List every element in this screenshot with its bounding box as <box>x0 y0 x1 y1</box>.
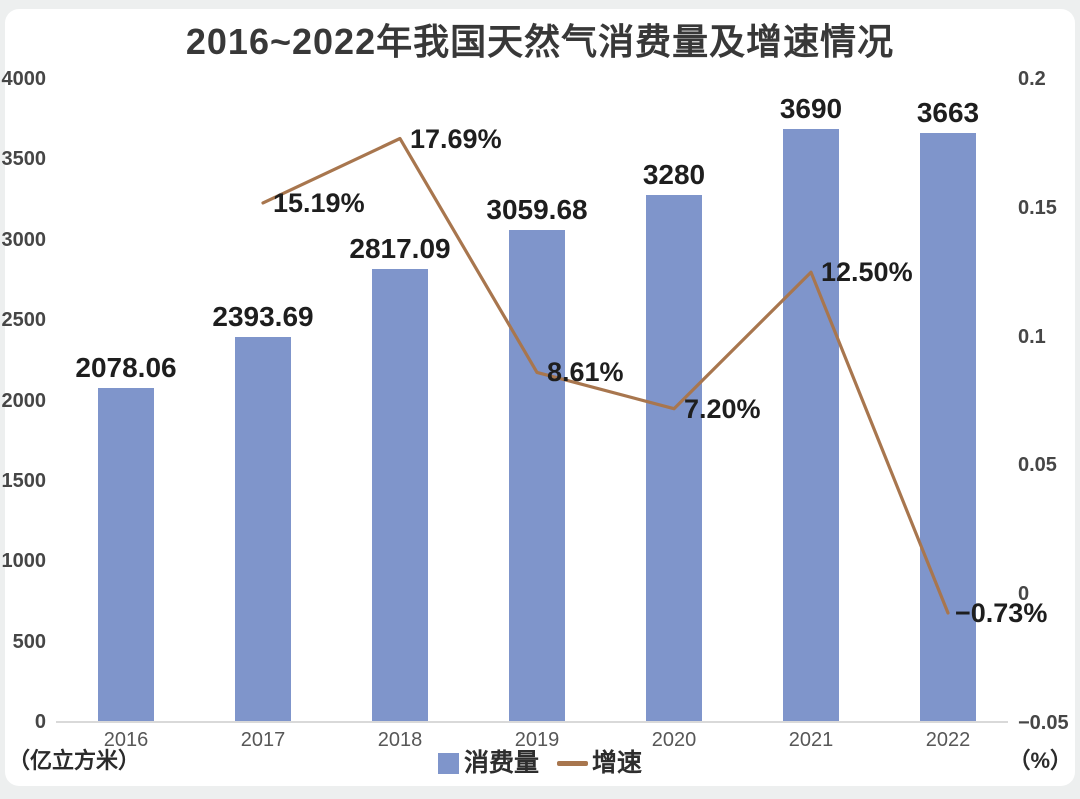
x-tick-label: 2020 <box>651 729 697 751</box>
legend: 消费量 增速 <box>0 750 1080 776</box>
right-axis-tick: 0.05 <box>1018 454 1057 477</box>
x-tick-label: 2022 <box>925 729 971 751</box>
page-title: 2016~2022年我国天然气消费量及增速情况 <box>185 21 895 62</box>
x-tick-label: 2017 <box>240 729 286 751</box>
legend-swatch-consumption-icon <box>437 752 459 774</box>
left-axis-tick: 3000 <box>1 228 47 251</box>
left-axis-tick: 2500 <box>1 309 47 332</box>
legend-label-consumption: 消费量 <box>463 749 539 777</box>
right-axis-tick: 0.2 <box>1018 68 1046 90</box>
bar-value-label: 3280 <box>642 158 706 190</box>
line-point-label: 15.19% <box>273 187 365 218</box>
line-point-label: 8.61% <box>547 357 624 388</box>
right-axis-tick: 0.1 <box>1018 325 1046 348</box>
left-axis-tick: 500 <box>12 630 46 653</box>
bar-value-label: 3690 <box>779 92 843 124</box>
left-axis-tick: 1500 <box>1 469 47 492</box>
x-axis-line <box>56 721 1008 723</box>
x-tick-label: 2021 <box>788 729 834 751</box>
right-axis-tick: 0 <box>1018 583 1030 606</box>
left-axis-tick: 1000 <box>1 550 47 573</box>
bar-2022 <box>920 133 976 722</box>
bar-2018 <box>372 269 428 722</box>
right-axis-tick: 0.15 <box>1018 196 1057 219</box>
bar-value-label: 2817.09 <box>349 233 451 265</box>
legend-line-growth-icon <box>557 760 588 766</box>
left-axis-tick: 4000 <box>1 68 47 90</box>
bar-2017 <box>235 337 291 722</box>
right-axis-caption: （%） <box>1008 748 1072 773</box>
bar-2021 <box>783 128 839 722</box>
right-axis-tick: −0.05 <box>1018 712 1069 734</box>
x-tick-label: 2019 <box>514 729 560 751</box>
line-point-label: 7.20% <box>684 393 761 424</box>
line-point-label: −0.73% <box>955 598 1048 628</box>
line-point-label: 17.69% <box>410 123 502 154</box>
bar-value-label: 3663 <box>916 97 980 129</box>
bar-value-label: 2078.06 <box>75 351 177 383</box>
bar-2020 <box>646 194 702 722</box>
x-tick-label: 2018 <box>377 729 423 751</box>
left-axis-caption: （亿立方米） <box>8 748 141 773</box>
bar-2019 <box>509 230 565 722</box>
bar-value-label: 2393.69 <box>212 301 314 333</box>
left-axis-tick: 0 <box>34 711 46 733</box>
line-point-label: 12.50% <box>821 257 913 288</box>
bar-2016 <box>98 387 154 722</box>
x-tick-label: 2016 <box>103 729 149 751</box>
left-axis-tick: 3500 <box>1 148 47 171</box>
legend-label-growth: 增速 <box>592 749 643 777</box>
left-axis-tick: 2000 <box>1 389 47 412</box>
bar-value-label: 3059.68 <box>486 194 588 226</box>
